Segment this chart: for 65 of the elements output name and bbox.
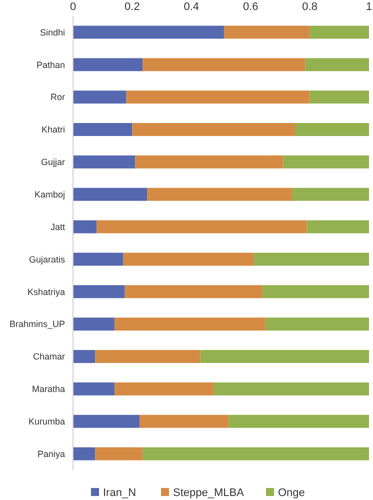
bar — [283, 155, 369, 168]
bar — [73, 252, 124, 266]
bar — [73, 123, 132, 136]
bar — [214, 382, 369, 396]
y-tick-label: Gujaratis — [28, 254, 66, 264]
bar — [73, 155, 136, 168]
x-tick-label: 0.8 — [302, 1, 318, 13]
bar — [73, 220, 97, 234]
bar — [142, 58, 306, 72]
y-tick-label: Gujjar — [40, 157, 65, 168]
y-tick-label: Kshatriya — [27, 286, 65, 297]
bar — [73, 382, 114, 396]
y-tick-label: Kamboj — [34, 190, 65, 200]
bar — [124, 285, 262, 298]
bar — [73, 285, 125, 298]
bar — [73, 90, 126, 104]
bar — [265, 318, 369, 331]
bar — [305, 58, 369, 72]
legend-label: Onge — [278, 487, 305, 499]
y-tick-label: Khatri — [41, 124, 65, 135]
legend-label: Iran_N — [103, 487, 136, 499]
bar — [200, 350, 369, 363]
bar — [114, 382, 214, 396]
bar — [73, 318, 114, 331]
bar — [126, 90, 310, 104]
bar — [292, 188, 369, 201]
x-tick-label: 0.2 — [124, 1, 140, 13]
bar — [224, 26, 310, 39]
bar — [73, 447, 96, 460]
x-tick-label: 1 — [366, 1, 372, 13]
bar — [73, 414, 140, 428]
x-tick-label: 0.4 — [184, 1, 200, 13]
bar — [73, 188, 147, 201]
y-tick-label: Ror — [50, 92, 65, 102]
bar — [306, 220, 369, 234]
bar — [142, 447, 369, 460]
x-tick-label: 0 — [70, 1, 76, 13]
y-tick-label: Paniya — [37, 448, 65, 459]
y-tick-label: Brahmins_UP — [9, 319, 65, 330]
bar — [123, 252, 254, 266]
bar — [73, 350, 96, 363]
bar — [73, 26, 224, 39]
y-tick-label: Sindhi — [40, 27, 65, 38]
bar — [132, 123, 295, 136]
bar — [147, 188, 292, 201]
y-tick-label: Pathan — [36, 60, 65, 70]
y-tick-label: Maratha — [32, 384, 65, 394]
legend-label: Steppe_MLBA — [173, 487, 245, 499]
bar — [135, 155, 284, 168]
bar — [310, 90, 369, 104]
x-tick-label: 0.6 — [242, 1, 258, 13]
bar — [114, 318, 266, 331]
bar — [254, 252, 369, 266]
y-tick-label: Chamar — [32, 352, 65, 362]
bar — [140, 414, 228, 428]
bar — [73, 58, 143, 72]
bar — [95, 447, 143, 460]
bar — [262, 285, 369, 298]
bar — [310, 26, 369, 39]
bar — [228, 414, 369, 428]
y-tick-label: Kurumba — [28, 416, 65, 427]
bar — [295, 123, 369, 136]
y-tick-label: Jatt — [50, 222, 66, 232]
bar — [96, 220, 307, 234]
bar — [95, 350, 200, 363]
